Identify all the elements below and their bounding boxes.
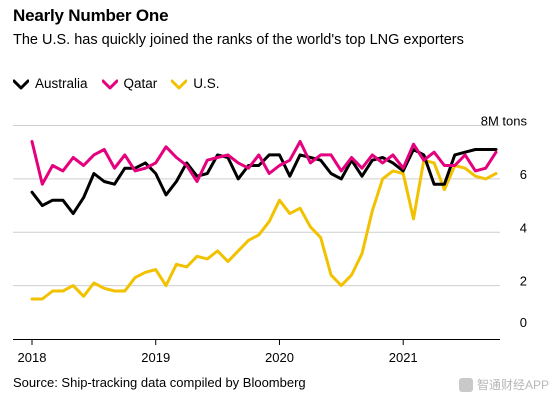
us-swatch-icon [171,79,188,89]
y-tick-label: 2 [520,274,527,289]
legend: Australia Qatar U.S. [13,76,234,91]
legend-item-australia: Australia [13,76,88,91]
x-tick-label: 2020 [265,350,294,365]
legend-label-qatar: Qatar [123,76,158,91]
legend-label-australia: Australia [35,76,88,91]
source-note: Source: Ship-tracking data compiled by B… [13,375,306,390]
x-tick-label: 2018 [18,350,47,365]
series-line-qatar [30,140,498,186]
y-tick-label: 8M tons [481,114,528,129]
watermark-logo-icon [458,377,473,392]
x-tick-label: 2021 [389,350,418,365]
series-line-us [30,158,498,301]
australia-swatch-icon [13,79,29,89]
watermark-text: 智通财经APP [476,378,549,392]
legend-item-qatar: Qatar [101,76,158,91]
legend-item-us: U.S. [171,76,220,91]
y-tick-label: 4 [520,220,527,235]
y-tick-label: 0 [520,315,527,330]
qatar-swatch-icon [101,79,118,89]
chart-subtitle: The U.S. has quickly joined the ranks of… [13,32,464,48]
watermark: 智通财经APP [458,376,549,393]
legend-label-us: U.S. [193,76,220,91]
chart-title: Nearly Number One [13,6,169,25]
x-tick-label: 2019 [141,350,170,365]
y-tick-label: 6 [520,167,527,182]
